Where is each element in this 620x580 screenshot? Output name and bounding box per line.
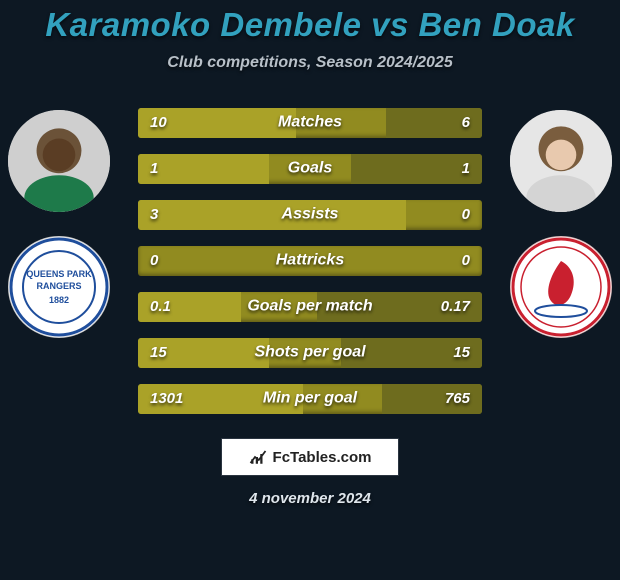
subtitle: Club competitions, Season 2024/2025 [0,54,620,72]
club-left-crest: QUEENS PARK RANGERS 1882 [8,236,110,338]
brand-badge: FcTables.com [221,438,399,476]
stat-bar-left [138,200,406,230]
chart-icon [249,448,267,466]
stat-value-right: 0 [462,206,470,223]
stat-value-left: 3 [150,206,158,223]
player-left-avatar [8,110,110,212]
stat-row: 0 0Hattricks [138,246,482,276]
crest-icon: QUEENS PARK RANGERS 1882 [9,237,109,337]
crest-icon [511,237,611,337]
player-right-avatar [510,110,612,212]
stat-value-left: 10 [150,114,167,131]
svg-text:RANGERS: RANGERS [36,281,81,291]
stat-value-left: 15 [150,344,167,361]
svg-text:1882: 1882 [49,295,69,305]
stat-value-right: 6 [462,114,470,131]
stat-row: 0.10.17Goals per match [138,292,482,322]
stat-value-left: 1 [150,160,158,177]
date-label: 4 november 2024 [0,490,620,507]
content-area: QUEENS PARK RANGERS 1882 106Matches11Goa… [0,102,620,414]
stat-value-left: 0.1 [150,298,171,315]
stat-label: Hattricks [138,252,482,270]
stat-row: 30Assists [138,200,482,230]
stat-bars: 106Matches11Goals30Assists00Hattricks0.1… [138,102,482,414]
stat-row: 1515Shots per goal [138,338,482,368]
stat-value-right: 0 [462,252,470,269]
stat-row: 1301765Min per goal [138,384,482,414]
club-right-crest [510,236,612,338]
stat-row: 106Matches [138,108,482,138]
stat-value-left: 0 [150,252,158,269]
comparison-card: Karamoko Dembele vs Ben Doak Club compet… [0,0,620,580]
stat-value-right: 765 [445,390,470,407]
stat-value-right: 0.17 [441,298,470,315]
stat-value-left: 1301 [150,390,183,407]
stat-value-right: 1 [462,160,470,177]
svg-text:QUEENS PARK: QUEENS PARK [26,269,92,279]
brand-label: FcTables.com [273,449,372,466]
stat-value-right: 15 [453,344,470,361]
page-title: Karamoko Dembele vs Ben Doak [0,6,620,44]
person-icon [510,110,612,212]
person-icon [8,110,110,212]
stat-row: 11Goals [138,154,482,184]
